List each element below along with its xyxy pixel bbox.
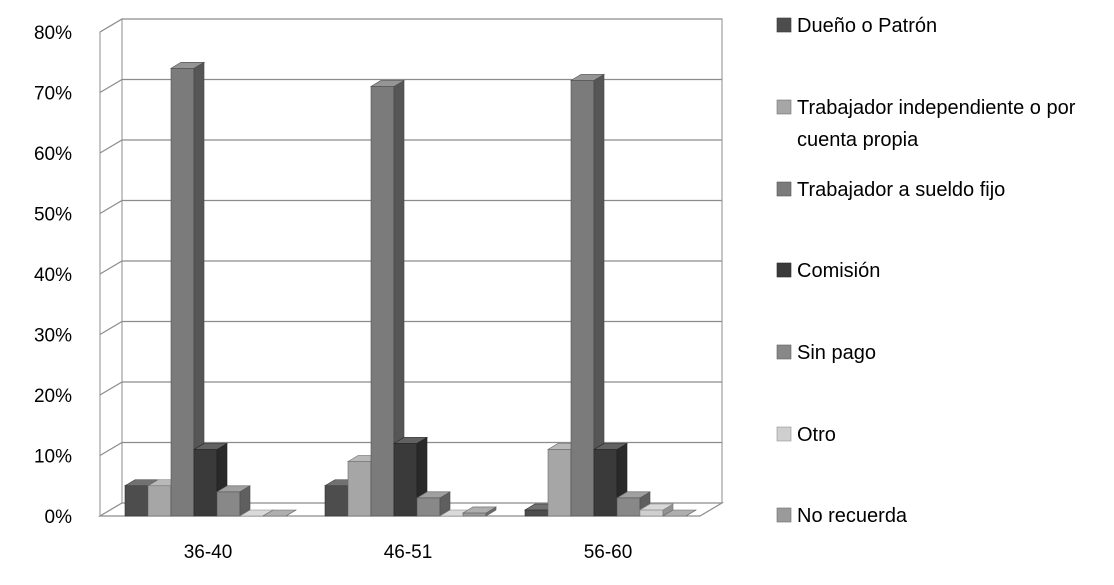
gridline	[99, 139, 722, 154]
bar-top	[215, 485, 252, 493]
x-axis-ticks: 36-40 46-51 56-60	[184, 542, 633, 563]
bar-top	[461, 506, 498, 514]
legend-label: Trabajador a sueldo fijo	[797, 179, 1005, 201]
bar	[215, 485, 252, 517]
bar-front	[462, 512, 487, 517]
bar	[169, 61, 206, 517]
bar-front	[216, 491, 241, 517]
gridline	[99, 441, 722, 457]
y-tick-label: 30%	[34, 326, 72, 347]
y-tick-label: 60%	[34, 144, 72, 165]
bar	[369, 79, 406, 517]
bar-top	[415, 491, 452, 499]
bar-front	[193, 449, 218, 517]
bar-front	[347, 461, 372, 517]
bar-front	[570, 80, 595, 517]
bar-front	[370, 86, 395, 517]
legend-swatch	[776, 181, 792, 197]
legend-swatch	[776, 262, 792, 278]
gridline	[99, 78, 722, 94]
bar-front	[170, 68, 195, 517]
legend-swatch	[776, 344, 792, 360]
legend-item: Trabajador a sueldo fijo	[776, 179, 1005, 201]
bar	[615, 491, 652, 517]
bar	[638, 503, 675, 517]
gridlines	[99, 18, 722, 457]
legend: Dueño o Patrón Trabajador independiente o…	[776, 15, 1076, 527]
legend-swatch	[776, 99, 792, 115]
legend-swatch	[776, 17, 792, 33]
bar-front	[393, 443, 418, 517]
bar-front	[416, 497, 441, 517]
legend-item: Comisión	[776, 260, 880, 282]
legend-label: No recuerda	[797, 505, 908, 527]
bar-top	[392, 437, 429, 444]
y-tick-label: 0%	[45, 507, 73, 528]
x-tick-label: 56-60	[584, 542, 633, 563]
bar-front	[324, 485, 349, 517]
y-tick-label: 10%	[34, 447, 72, 468]
bar-top	[638, 503, 675, 511]
bar	[415, 491, 452, 517]
gridline	[99, 18, 722, 33]
y-tick-label: 20%	[34, 386, 72, 407]
bar-front	[639, 509, 664, 517]
legend-swatch	[776, 426, 792, 442]
gridline	[99, 381, 722, 396]
bar	[192, 442, 229, 517]
y-tick-label: 50%	[34, 205, 72, 226]
bar	[261, 509, 298, 517]
y-tick-label: 70%	[34, 84, 72, 105]
gridline	[99, 260, 722, 275]
y-axis-ticks: 0% 10% 20% 30% 40% 50% 60% 70% 80%	[34, 23, 72, 528]
bar-front	[524, 509, 549, 517]
bar-top	[169, 61, 206, 69]
gridline	[99, 320, 722, 336]
legend-item: Trabajador independiente o por cuenta pro…	[776, 97, 1076, 151]
bar-front	[593, 449, 618, 517]
bar-top	[192, 443, 229, 450]
legend-label: Dueño o Patrón	[797, 15, 937, 37]
bar	[461, 506, 498, 517]
gridline	[99, 199, 722, 215]
legend-item: No recuerda	[776, 505, 908, 527]
x-tick-label: 36-40	[184, 542, 233, 563]
bar	[569, 73, 606, 517]
bar-front	[547, 449, 572, 517]
bar-front	[124, 485, 149, 517]
bar-front	[616, 497, 641, 517]
legend-label: Trabajador independiente o por cuenta pro…	[797, 97, 1076, 151]
bar-top	[261, 509, 298, 517]
bar	[661, 509, 698, 517]
legend-label: Otro	[797, 424, 836, 446]
bar-front	[147, 485, 172, 517]
bar-top	[615, 491, 652, 499]
bar-top	[369, 80, 406, 87]
x-tick-label: 46-51	[384, 542, 433, 563]
bars	[123, 61, 698, 517]
legend-item: Dueño o Patrón	[776, 15, 937, 37]
legend-swatch	[776, 507, 792, 523]
bar-top	[661, 509, 698, 517]
bar-top	[569, 74, 606, 81]
legend-label: Sin pago	[797, 342, 876, 364]
bar-top	[592, 443, 629, 450]
y-tick-label: 40%	[34, 265, 72, 286]
legend-item: Otro	[776, 424, 836, 446]
y-tick-label: 80%	[34, 23, 72, 44]
legend-item: Sin pago	[776, 342, 876, 364]
legend-label: Comisión	[797, 260, 880, 282]
